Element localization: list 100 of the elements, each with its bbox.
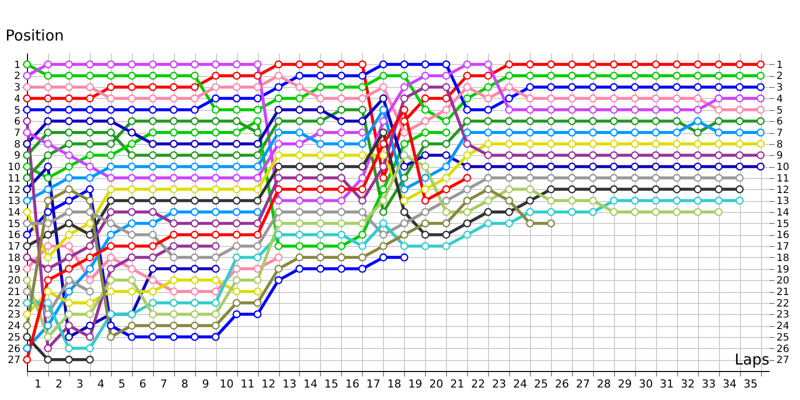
point — [190, 298, 199, 307]
point — [128, 128, 136, 136]
point — [86, 356, 94, 364]
x-tick-label: 12 — [262, 378, 276, 390]
point — [588, 185, 597, 194]
point — [714, 83, 723, 92]
point — [190, 174, 199, 182]
point — [22, 322, 32, 330]
point — [128, 94, 136, 102]
point — [756, 140, 765, 148]
y-tick-label: 7 — [14, 128, 20, 139]
point — [232, 117, 241, 126]
x-tick-label: 25 — [534, 378, 548, 390]
point — [421, 94, 430, 102]
point — [526, 196, 534, 205]
point — [22, 288, 32, 296]
point — [232, 253, 241, 262]
point — [274, 242, 283, 250]
point — [442, 196, 450, 205]
point — [526, 117, 534, 126]
point — [44, 322, 52, 330]
point — [316, 242, 324, 250]
point — [316, 117, 324, 126]
point — [148, 298, 157, 307]
point — [337, 151, 346, 160]
point — [714, 117, 723, 126]
point — [295, 264, 304, 273]
point — [170, 83, 178, 92]
point — [64, 162, 73, 171]
point — [337, 196, 346, 205]
point — [22, 83, 32, 92]
point — [128, 264, 136, 273]
y2-tick-label: 7 — [776, 128, 783, 139]
point — [22, 219, 32, 228]
point — [337, 253, 346, 262]
point — [316, 162, 324, 171]
y2-tick-label: 19 — [776, 264, 790, 276]
point — [652, 117, 660, 126]
point — [22, 253, 32, 262]
y2-tick-label: 18 — [776, 252, 790, 264]
point — [44, 151, 52, 160]
point — [170, 196, 178, 205]
point — [106, 185, 115, 194]
point — [652, 174, 660, 182]
point — [588, 106, 597, 114]
point — [379, 72, 388, 80]
point — [232, 196, 241, 205]
point — [526, 151, 534, 160]
point — [379, 219, 388, 228]
point — [274, 264, 283, 273]
point — [588, 174, 597, 182]
y-tick-label: 20 — [8, 276, 20, 287]
point — [44, 72, 52, 80]
point — [400, 174, 408, 182]
y2-tick-label: 1 — [776, 60, 783, 71]
point — [442, 72, 450, 80]
y2-tick-label: 13 — [776, 196, 790, 208]
point — [442, 83, 450, 92]
point — [254, 117, 262, 126]
point — [547, 106, 556, 114]
point — [526, 162, 534, 171]
y-tick-label: 13 — [8, 196, 20, 208]
point — [170, 94, 178, 102]
point — [190, 253, 199, 262]
point — [568, 174, 576, 182]
point — [22, 344, 32, 352]
point — [463, 208, 472, 216]
point — [400, 128, 408, 136]
point — [736, 185, 744, 194]
point — [106, 196, 115, 205]
x-tick-label: 10 — [220, 378, 234, 390]
y-tick-label: 27 — [8, 355, 20, 366]
point — [714, 72, 723, 80]
point — [400, 162, 408, 171]
point — [756, 60, 765, 68]
point — [106, 230, 115, 239]
point — [547, 174, 556, 182]
point — [547, 94, 556, 102]
y2-tick-label: 8 — [776, 139, 783, 150]
point — [44, 310, 52, 318]
point — [86, 344, 94, 352]
point — [463, 185, 472, 194]
point — [526, 140, 534, 148]
point — [64, 219, 73, 228]
point — [379, 242, 388, 250]
point — [128, 219, 136, 228]
point — [106, 151, 115, 160]
point — [64, 196, 73, 205]
point — [170, 242, 178, 250]
point — [630, 117, 639, 126]
point — [254, 242, 262, 250]
point — [44, 174, 52, 182]
point — [610, 140, 618, 148]
point — [358, 208, 366, 216]
point — [106, 288, 115, 296]
y-tick-label: 15 — [8, 218, 20, 230]
point — [337, 94, 346, 102]
point — [64, 298, 73, 307]
point — [106, 219, 115, 228]
point — [64, 322, 73, 330]
